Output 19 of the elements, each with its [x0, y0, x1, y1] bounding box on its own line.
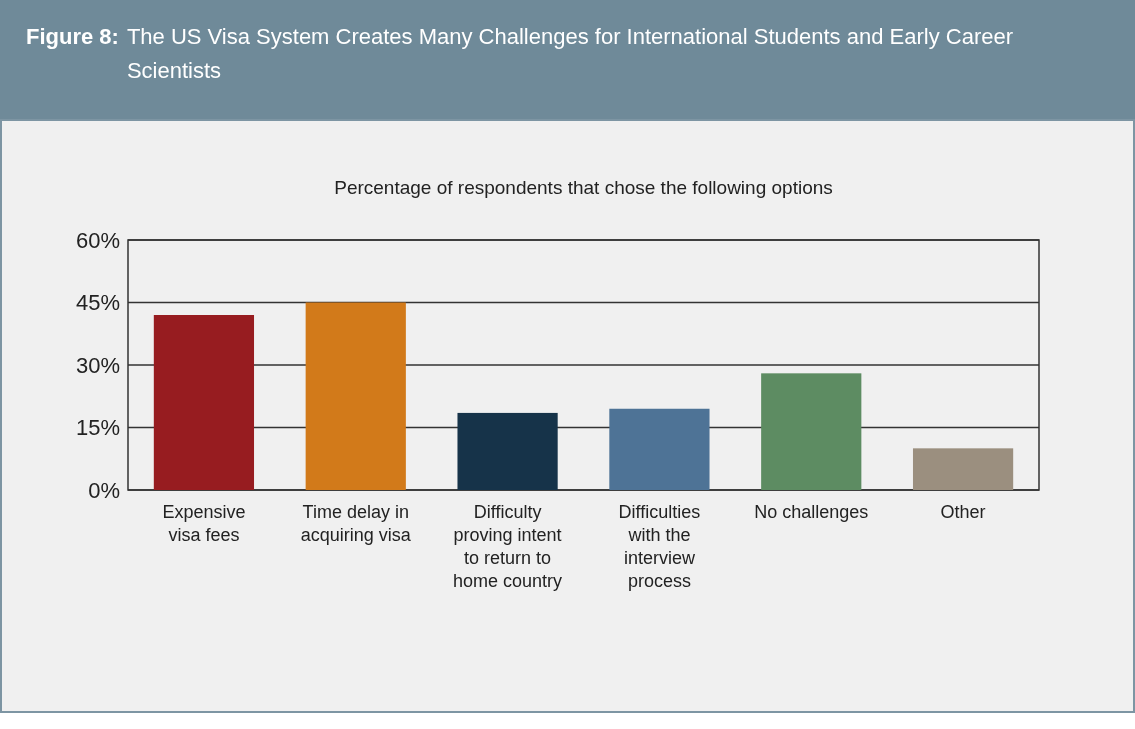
x-tick-label: Difficulties with the interview process	[618, 502, 701, 591]
bar	[912, 448, 1014, 490]
bar	[609, 408, 710, 490]
bar	[305, 302, 406, 490]
y-tick-label: 15%	[75, 415, 120, 441]
x-tick-label: Other	[940, 502, 986, 522]
bar	[457, 412, 558, 490]
chart-subtitle: Percentage of respondents that chose the following options	[334, 177, 833, 198]
chart-title: Figure 8: The US Visa System Creates Many Challenges for International Students and Early Career Scientists	[26, 24, 1014, 83]
x-tick-label: No challenges	[754, 502, 869, 522]
y-tick-label: 0%	[88, 477, 120, 503]
y-tick-label: 30%	[75, 352, 120, 378]
x-tick-label: Difficulty proving intent to return to home country	[453, 502, 563, 591]
x-tick-label: Time delay in acquiring visa	[300, 502, 412, 545]
y-tick-label: 60%	[75, 227, 120, 253]
bar	[153, 315, 255, 490]
bar	[761, 373, 862, 490]
x-tick-label: Expensive visa fees	[162, 502, 246, 545]
y-tick-label: 45%	[75, 290, 120, 316]
